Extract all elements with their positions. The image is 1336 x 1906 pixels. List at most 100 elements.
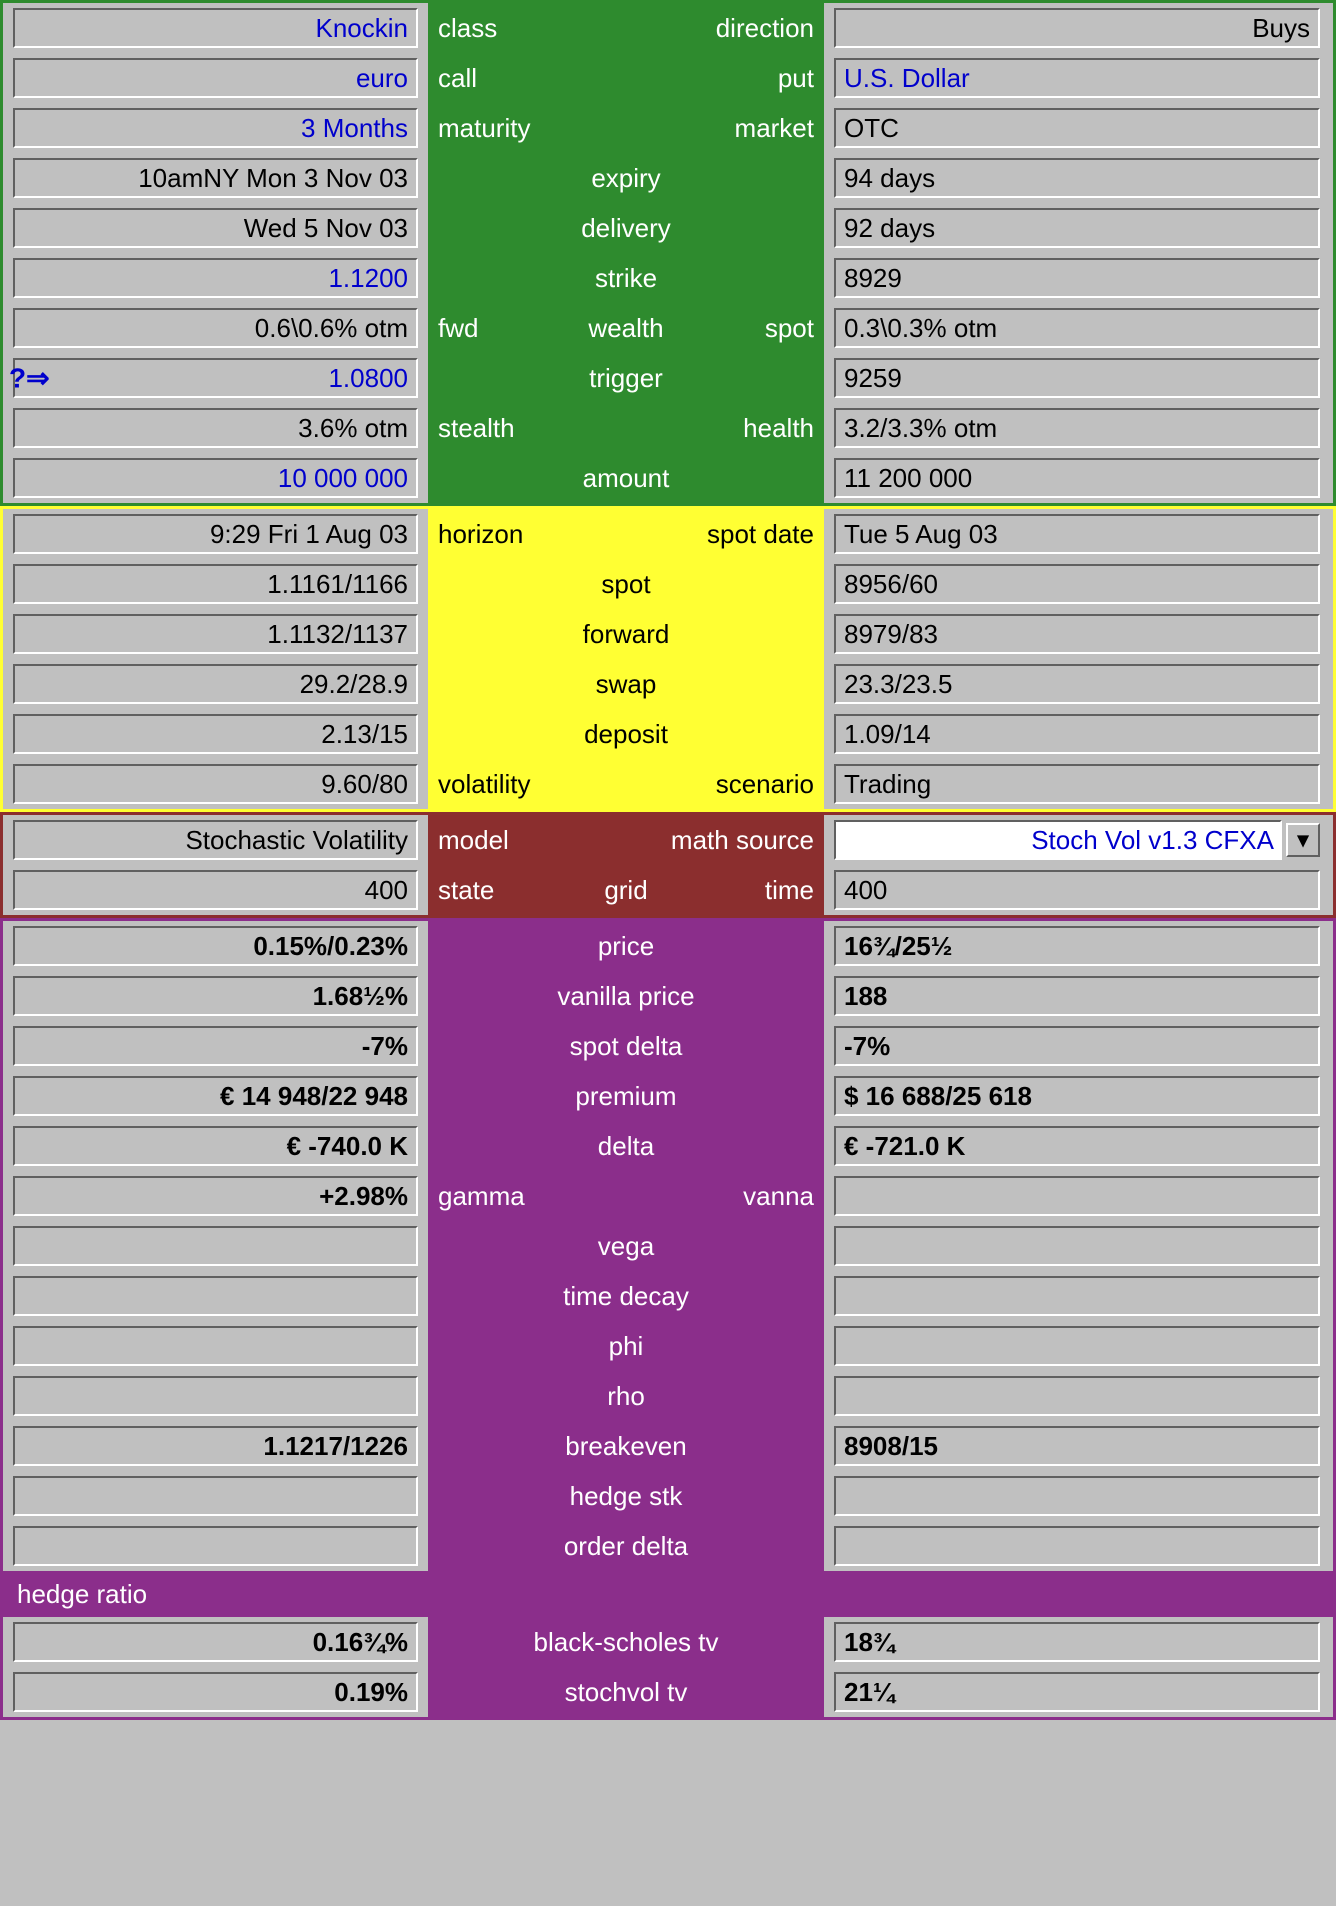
yellow-row: 1.1132/1137forward8979/83 [3,609,1333,659]
right-value-field[interactable]: 11 200 000 [834,458,1320,498]
right-value-field[interactable]: 8929 [834,258,1320,298]
left-value: euro [356,63,408,94]
right-cell: 16¾/25½ [824,921,1330,971]
right-value-field[interactable]: 3.2/3.3% otm [834,408,1320,448]
mid-left-label[interactable]: model [438,825,509,856]
mid-left-label[interactable]: call [438,63,477,94]
mid-right-label[interactable]: health [743,413,814,444]
mid-center-label: hedge stk [428,1481,824,1512]
left-value-field[interactable]: 9:29 Fri 1 Aug 03 [13,514,418,554]
right-value-field[interactable]: Tue 5 Aug 03 [834,514,1320,554]
right-value-field [834,1276,1320,1316]
mid-right-label[interactable]: scenario [716,769,814,800]
left-value: 3 Months [301,113,408,144]
left-value-field: 1.1217/1226 [13,1426,418,1466]
mid-center-label: deposit [428,719,824,750]
mid-center-label: stochvol tv [428,1677,824,1708]
left-cell: 0.19% [3,1667,428,1717]
left-value-field[interactable]: Knockin [13,8,418,48]
mid-cell: stealth health [428,403,824,453]
left-value-field: -7% [13,1026,418,1066]
purple-full-label: hedge ratio [3,1571,1333,1617]
left-value-field[interactable]: 0.6\0.6% otm [13,308,418,348]
left-cell: 9:29 Fri 1 Aug 03 [3,509,428,559]
right-value-field[interactable]: 0.3\0.3% otm [834,308,1320,348]
left-value-field[interactable]: 10amNY Mon 3 Nov 03 [13,158,418,198]
mid-right-label[interactable]: spot date [707,519,814,550]
mid-right-label[interactable]: vanna [743,1181,814,1212]
mid-left-label[interactable]: stealth [438,413,515,444]
right-cell: U.S. Dollar [824,53,1330,103]
left-value-field[interactable]: 3.6% otm [13,408,418,448]
left-value-field[interactable]: 29.2/28.9 [13,664,418,704]
right-value-field[interactable]: OTC [834,108,1320,148]
right-value-field[interactable]: 400 [834,870,1320,910]
right-value: Tue 5 Aug 03 [844,519,998,550]
dropdown-arrow-icon[interactable]: ▾ [1286,823,1320,857]
left-value-field[interactable]: 1.0800 [13,358,418,398]
mid-left-label[interactable]: volatility [438,769,530,800]
left-value-field[interactable]: 9.60/80 [13,764,418,804]
mid-cell: model math source [428,815,824,865]
mid-left-label[interactable]: state [438,875,494,906]
right-cell: 18¾ [824,1617,1330,1667]
right-value-field[interactable]: 23.3/23.5 [834,664,1320,704]
right-value-field[interactable]: Trading [834,764,1320,804]
right-value-field[interactable]: 9259 [834,358,1320,398]
right-value-field[interactable]: 92 days [834,208,1320,248]
brown-row: 400stategridtime400 [3,865,1333,915]
green-row: 3 Months maturity market OTC [3,103,1333,153]
mid-center-label: rho [428,1381,824,1412]
question-arrow-icon[interactable]: ?⇒ [9,362,50,395]
right-value-field[interactable]: 94 days [834,158,1320,198]
right-value: -7% [844,1031,890,1062]
right-cell: 3.2/3.3% otm [824,403,1330,453]
mid-left-label[interactable]: gamma [438,1181,525,1212]
mid-left-label[interactable]: maturity [438,113,530,144]
left-value: Stochastic Volatility [185,825,408,856]
mid-center-label: amount [428,463,824,494]
left-cell: ?⇒1.0800 [3,353,428,403]
right-cell: 8929 [824,253,1330,303]
left-cell: euro [3,53,428,103]
left-value: 10 000 000 [278,463,408,494]
right-value-field[interactable]: 8956/60 [834,564,1320,604]
left-value-field[interactable]: euro [13,58,418,98]
left-value-field[interactable]: Stochastic Volatility [13,820,418,860]
math-source-dropdown[interactable]: Stoch Vol v1.3 CFXA [834,820,1282,860]
right-cell: 23.3/23.5 [824,659,1330,709]
yellow-row: 9:29 Fri 1 Aug 03 horizon spot date Tue 5 … [3,509,1333,559]
right-value-field[interactable]: 8979/83 [834,614,1320,654]
right-cell: € -721.0 K [824,1121,1330,1171]
right-value-field[interactable]: 1.09/14 [834,714,1320,754]
mid-left-label[interactable]: horizon [438,519,523,550]
mid-right-label[interactable]: market [735,113,814,144]
mid-center-label: strike [428,263,824,294]
left-cell: Knockin [3,3,428,53]
left-value-field: € -740.0 K [13,1126,418,1166]
mid-left-label[interactable]: fwd [438,313,478,344]
left-value-field[interactable]: 400 [13,870,418,910]
mid-center-label: time decay [428,1281,824,1312]
left-value-field[interactable]: 3 Months [13,108,418,148]
left-value: 0.16¾% [313,1627,408,1658]
mid-cell: stategridtime [428,865,824,915]
right-cell: 8908/15 [824,1421,1330,1471]
mid-cell: fwdwealthspot [428,303,824,353]
left-value-field[interactable]: 1.1132/1137 [13,614,418,654]
mid-right-label[interactable]: direction [716,13,814,44]
mid-right-label[interactable]: math source [671,825,814,856]
right-value-field[interactable]: U.S. Dollar [834,58,1320,98]
mid-right-label[interactable]: put [778,63,814,94]
left-value-field[interactable]: 1.1161/1166 [13,564,418,604]
left-value-field[interactable]: 10 000 000 [13,458,418,498]
right-value-field[interactable]: Buys [834,8,1320,48]
left-value-field[interactable]: 1.1200 [13,258,418,298]
mid-right-label[interactable]: time [765,875,814,906]
left-value-field[interactable]: Wed 5 Nov 03 [13,208,418,248]
right-cell: OTC [824,103,1330,153]
left-value-field[interactable]: 2.13/15 [13,714,418,754]
mid-right-label[interactable]: spot [765,313,814,344]
brown-row: Stochastic Volatilitymodel math sourceSt… [3,815,1333,865]
mid-left-label[interactable]: class [438,13,497,44]
